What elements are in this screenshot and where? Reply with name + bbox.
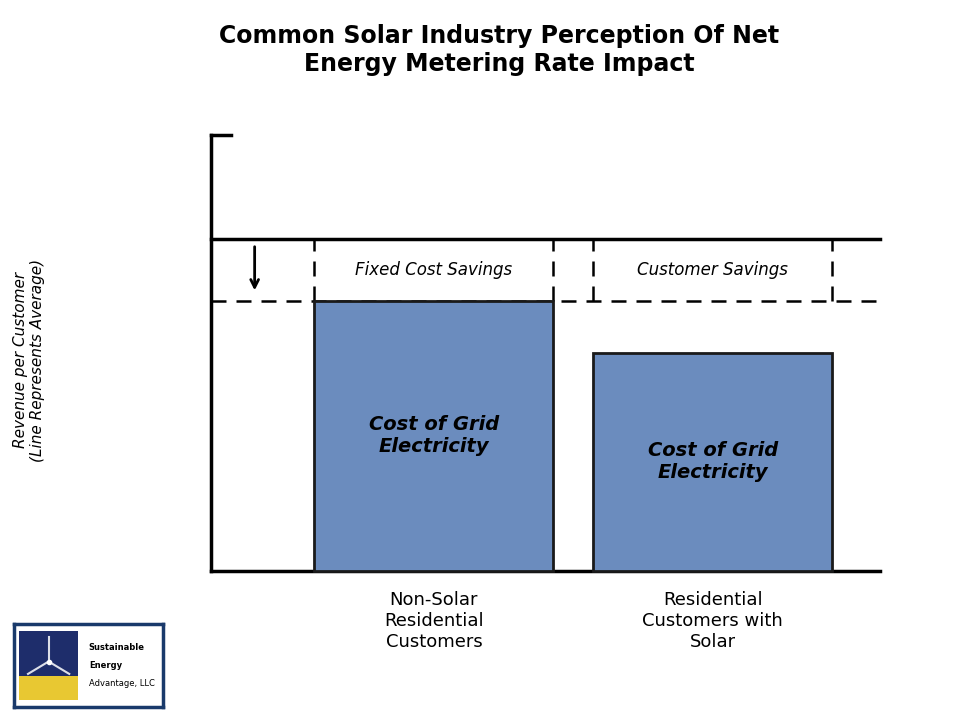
Text: Residential
Customers with
Solar: Residential Customers with Solar (642, 591, 783, 651)
Bar (314, 301, 553, 570)
Text: Energy: Energy (88, 661, 122, 670)
Bar (593, 353, 832, 570)
Text: Cost of Grid
Electricity: Cost of Grid Electricity (369, 415, 499, 456)
Text: Non-Solar
Residential
Customers: Non-Solar Residential Customers (384, 591, 484, 651)
Text: Advantage, LLC: Advantage, LLC (88, 680, 155, 688)
Text: Fixed Cost Savings: Fixed Cost Savings (355, 261, 513, 279)
Bar (19, 675, 79, 701)
Bar (19, 631, 79, 701)
Text: Customer Savings: Customer Savings (637, 261, 788, 279)
Text: Common Solar Industry Perception Of Net
Energy Metering Rate Impact: Common Solar Industry Perception Of Net … (219, 24, 780, 76)
Text: Cost of Grid
Electricity: Cost of Grid Electricity (648, 441, 778, 482)
Text: Revenue per Customer
(Line Represents Average): Revenue per Customer (Line Represents Av… (12, 258, 45, 462)
Text: Sustainable: Sustainable (88, 643, 145, 652)
